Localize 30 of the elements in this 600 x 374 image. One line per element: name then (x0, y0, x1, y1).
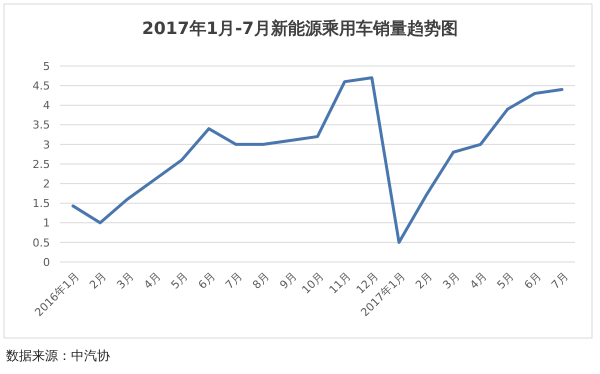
x-tick-label: 9月 (277, 270, 300, 292)
y-tick-label: 4.5 (32, 79, 50, 92)
x-tick-label: 6月 (522, 270, 544, 292)
x-tick-label: 2月 (87, 270, 110, 292)
x-tick-label: 11月 (326, 270, 354, 297)
x-tick-label: 6月 (196, 270, 218, 292)
x-tick-label: 5月 (168, 270, 191, 292)
y-tick-label: 3.5 (32, 118, 50, 132)
source-note: 数据来源：中汽协 (6, 349, 110, 364)
chart-title: 2017年1月-7月新能源乘用车销量趋势图 (142, 19, 458, 39)
y-tick-label: 2 (43, 177, 50, 190)
y-tick-label: 3 (43, 138, 50, 152)
y-tick-label: 0 (43, 256, 50, 269)
x-tick-label: 3月 (440, 270, 462, 292)
x-tick-label: 10月 (299, 270, 326, 297)
y-tick-label: 0.5 (32, 236, 50, 250)
x-tick-label: 5月 (494, 270, 517, 292)
y-tick-label: 4 (43, 99, 50, 112)
x-tick-label: 3月 (114, 270, 136, 292)
y-tick-label: 1 (43, 216, 50, 230)
y-tick-label: 1.5 (32, 197, 50, 210)
x-tick-label: 4月 (141, 270, 164, 292)
x-tick-label: 2月 (413, 270, 436, 292)
y-tick-label: 5 (43, 60, 50, 73)
x-tick-label: 8月 (250, 270, 272, 292)
x-tick-label: 4月 (467, 270, 490, 292)
x-tick-label: 7月 (548, 270, 571, 292)
line-series (72, 76, 564, 244)
x-tick-label: 7月 (222, 270, 245, 292)
y-tick-label: 2.5 (32, 158, 50, 171)
